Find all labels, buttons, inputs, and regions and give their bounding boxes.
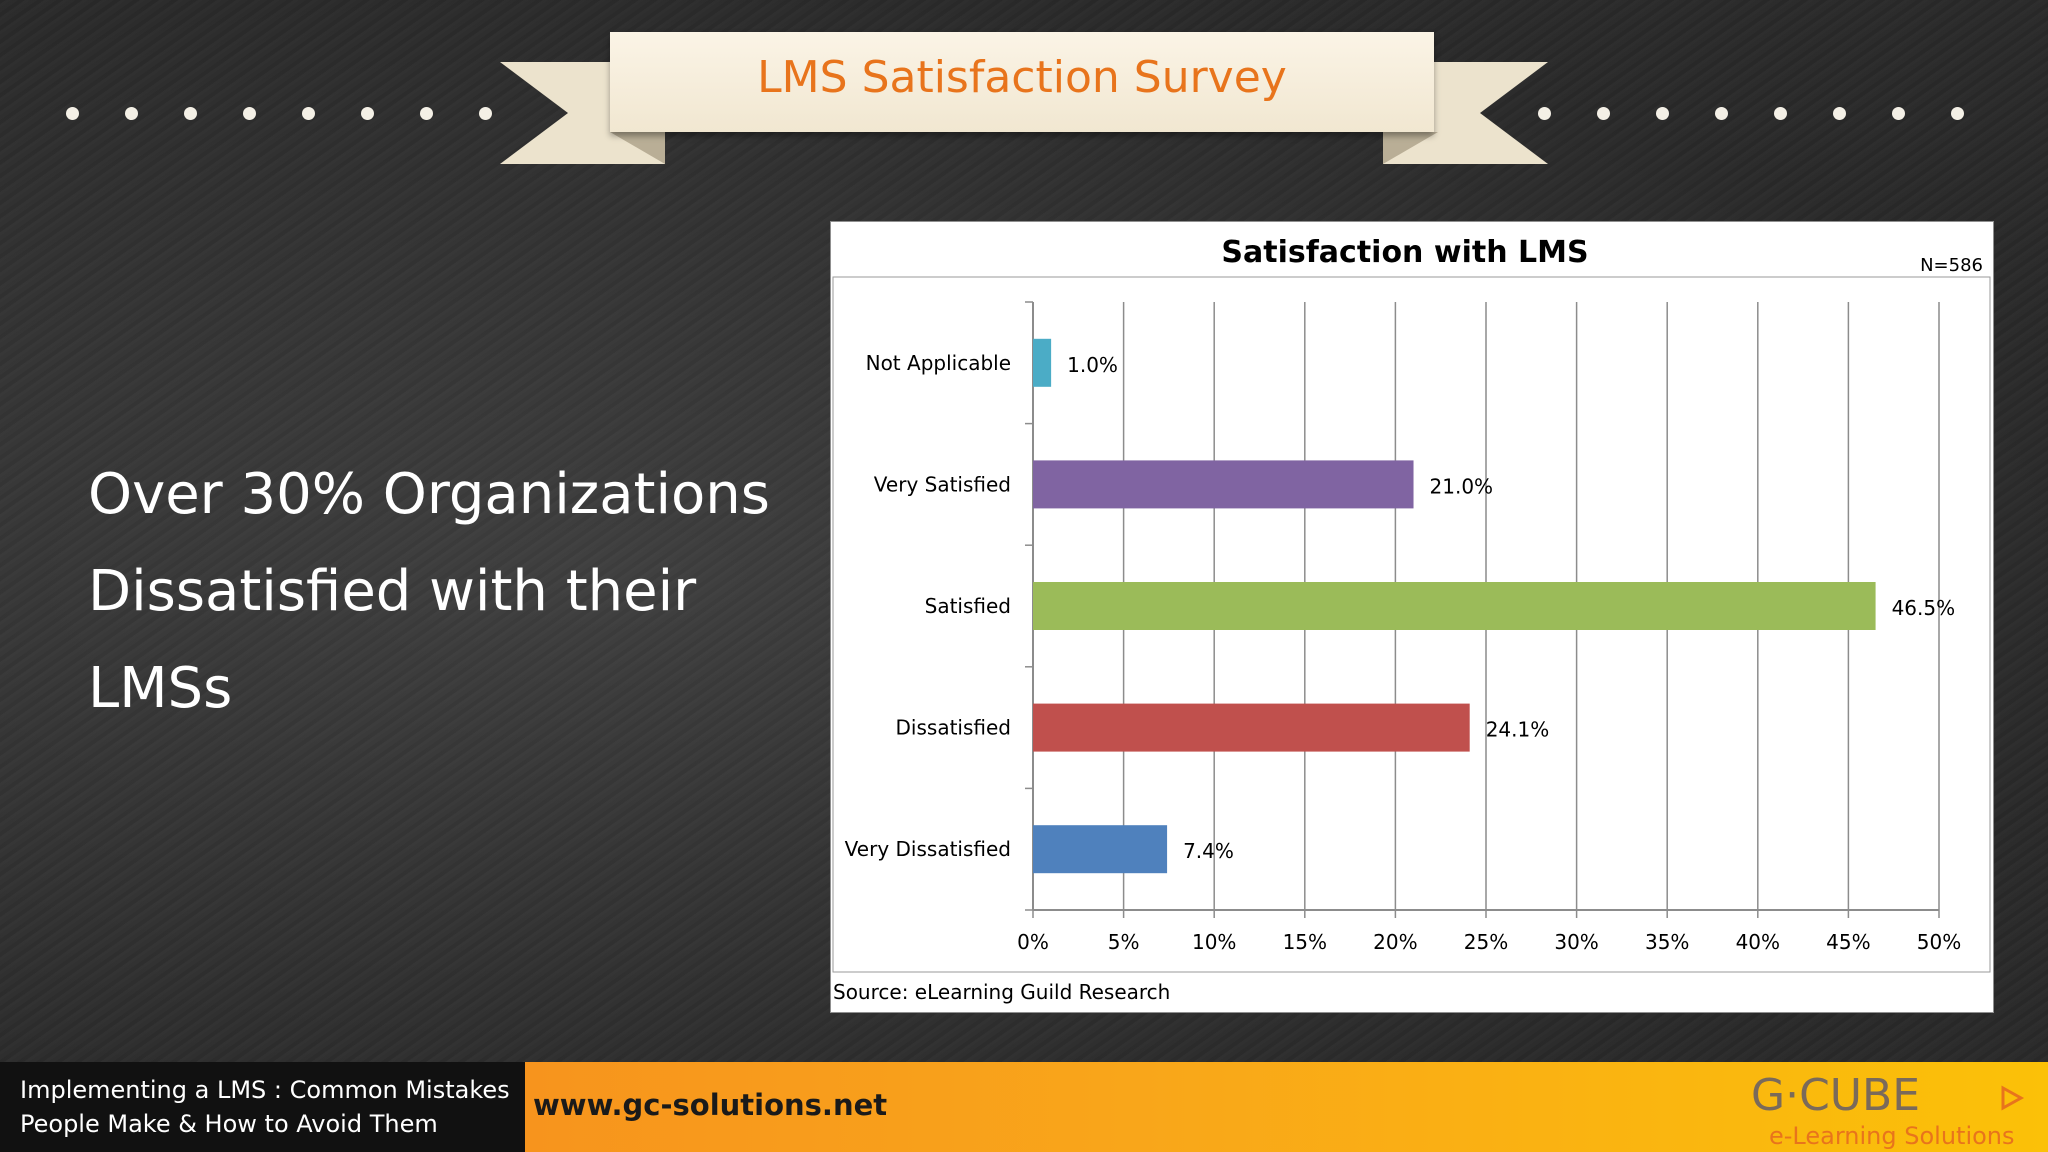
footer-caption-line-1: Implementing a LMS : Common Mistakes [20,1076,510,1104]
footer: Implementing a LMS : Common Mistakes Peo… [0,1062,2048,1152]
chart-panel: Satisfaction with LMS N=586 0% 5% 10% 15% 20% 2… [830,221,1994,1013]
data-label: 24.1% [1486,718,1550,742]
data-label: 46.5% [1892,596,1956,620]
bar [1033,825,1168,874]
satisfaction-chart: Satisfaction with LMS N=586 0% 5% 10% 15% 20% 2… [832,235,1991,1004]
chart-title: Satisfaction with LMS [1221,235,1588,270]
bar [1033,582,1876,630]
banner-dots-left [66,107,492,121]
banner-dots-right [1538,107,1964,121]
gcube-logo: G·CUBE e-Learning Solutions [1751,1070,2025,1150]
logo-tagline: e-Learning Solutions [1769,1122,2015,1150]
title-banner: LMS Satisfaction Survey [610,32,1434,132]
bar [1033,338,1052,387]
x-tick-label: 25% [1464,930,1508,954]
x-tick-label: 5% [1108,930,1140,954]
headline-line-3: LMSs [88,656,233,721]
footer-url-link[interactable]: www.gc-solutions.net [533,1088,888,1122]
headline-line-2: Dissatisfied with their [88,559,697,624]
footer-bar [525,1062,2048,1152]
banner-title: LMS Satisfaction Survey [757,52,1287,103]
headline-line-1: Over 30% Organizations [88,462,770,527]
footer-caption-line-2: People Make & How to Avoid Them [20,1110,438,1138]
chart-source: Source: eLearning Guild Research [833,980,1170,1004]
category-label: Dissatisfied [896,716,1011,740]
x-tick-label: 10% [1192,930,1236,954]
x-tick-label: 30% [1554,930,1598,954]
headline: Over 30% Organizations Dissatisfied with… [88,446,808,737]
category-label: Very Dissatisfied [845,837,1011,861]
data-label: 21.0% [1430,474,1494,498]
x-tick-label: 0% [1017,930,1049,954]
x-tick-label: 20% [1373,930,1417,954]
category-label: Very Satisfied [874,472,1011,496]
x-tick-label: 15% [1283,930,1327,954]
x-tick-label: 50% [1917,930,1961,954]
footer-caption: Implementing a LMS : Common Mistakes Peo… [0,1062,525,1152]
data-label: 7.4% [1183,839,1234,863]
data-label: 1.0% [1067,353,1118,377]
category-label: Not Applicable [866,351,1011,375]
x-tick-label: 45% [1826,930,1870,954]
logo-main-text: G·CUBE [1751,1070,1920,1121]
x-tick-label: 40% [1736,930,1780,954]
bar [1033,703,1470,752]
chart-inner-border [832,276,1991,973]
category-label: Satisfied [925,594,1011,618]
bar [1033,460,1414,509]
x-tick-label: 35% [1645,930,1689,954]
chart-sample-size: N=586 [1920,255,1983,276]
